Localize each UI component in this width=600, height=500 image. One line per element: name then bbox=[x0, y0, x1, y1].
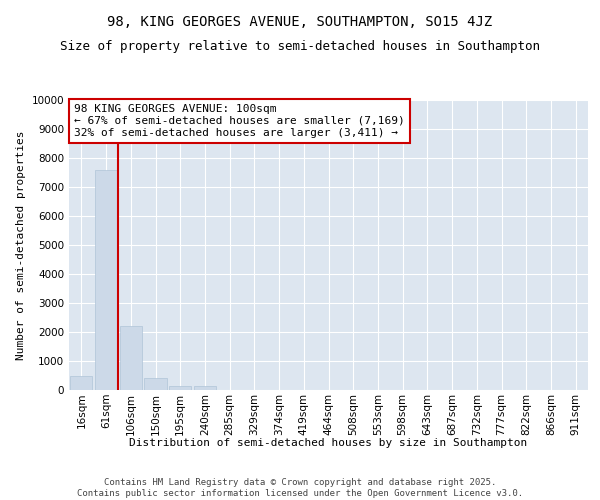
Text: 98, KING GEORGES AVENUE, SOUTHAMPTON, SO15 4JZ: 98, KING GEORGES AVENUE, SOUTHAMPTON, SO… bbox=[107, 15, 493, 29]
Bar bbox=[145, 378, 167, 390]
Text: 98 KING GEORGES AVENUE: 100sqm
← 67% of semi-detached houses are smaller (7,169): 98 KING GEORGES AVENUE: 100sqm ← 67% of … bbox=[74, 104, 405, 138]
Bar bbox=[95, 170, 117, 390]
X-axis label: Distribution of semi-detached houses by size in Southampton: Distribution of semi-detached houses by … bbox=[130, 438, 527, 448]
Y-axis label: Number of semi-detached properties: Number of semi-detached properties bbox=[16, 130, 26, 360]
Bar bbox=[70, 376, 92, 390]
Text: Size of property relative to semi-detached houses in Southampton: Size of property relative to semi-detach… bbox=[60, 40, 540, 53]
Text: Contains HM Land Registry data © Crown copyright and database right 2025.
Contai: Contains HM Land Registry data © Crown c… bbox=[77, 478, 523, 498]
Bar bbox=[194, 386, 216, 390]
Bar bbox=[119, 326, 142, 390]
Bar bbox=[169, 386, 191, 390]
